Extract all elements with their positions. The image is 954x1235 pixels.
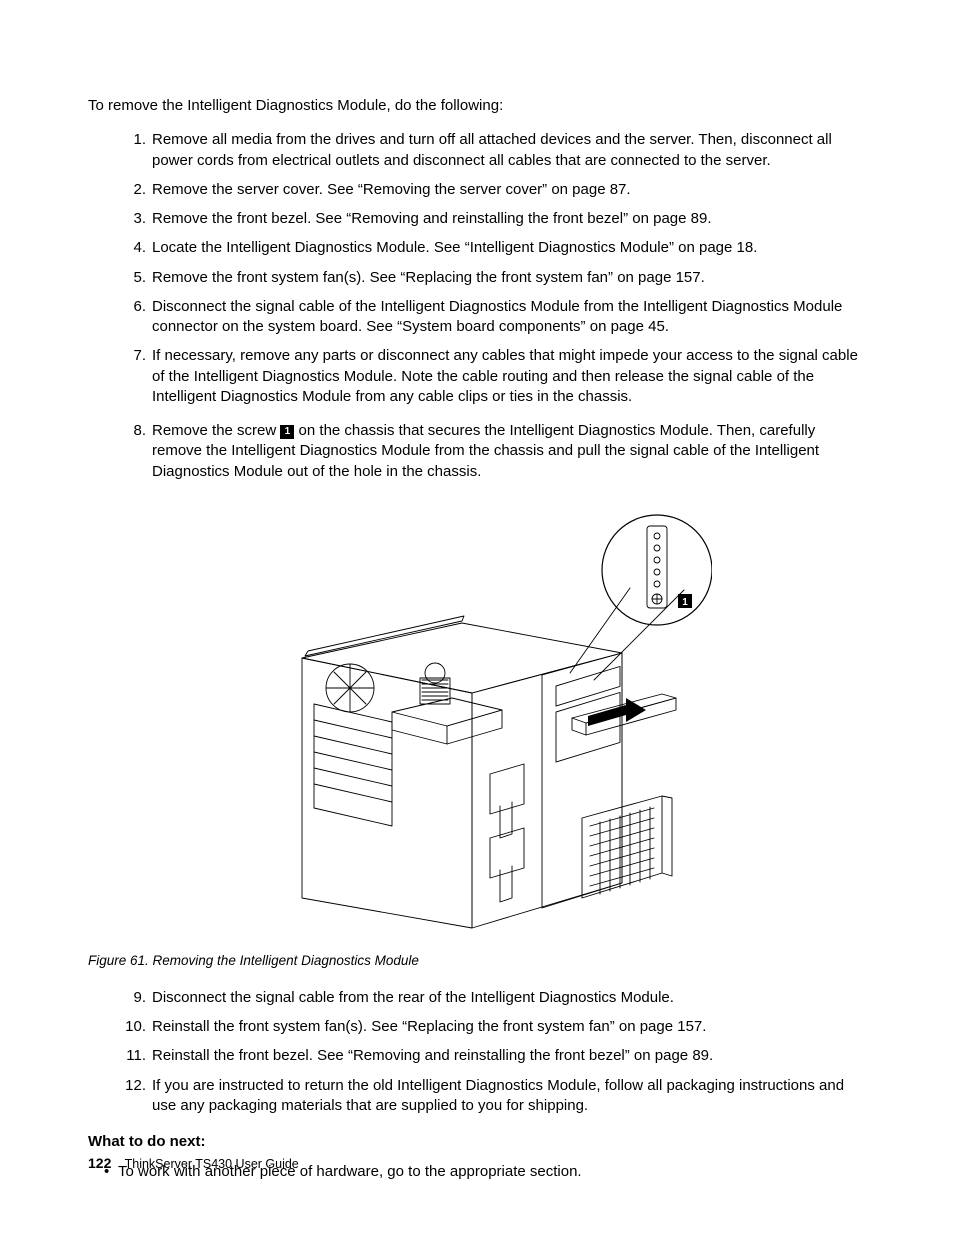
step-number: 10. — [124, 1017, 146, 1037]
step-number: 11. — [124, 1046, 146, 1066]
step-item: 5. Remove the front system fan(s). See “R… — [124, 268, 866, 288]
figure-61: 1 — [88, 508, 866, 938]
steps-list-top: 1.Remove all media from the drives and t… — [88, 130, 866, 407]
step-text: Remove the front bezel. See “Removing an… — [152, 209, 866, 229]
step-text: If you are instructed to return the old … — [152, 1076, 866, 1117]
step-text: Disconnect the signal cable of the Intel… — [152, 297, 866, 338]
step-number: 2. — [124, 180, 146, 200]
step-text: Remove the server cover. See “Removing t… — [152, 180, 866, 200]
step-text: Reinstall the front bezel. See “Removing… — [152, 1046, 866, 1066]
step-number: 6. — [124, 297, 146, 338]
step-item: 11. Reinstall the front bezel. See “Remov… — [124, 1046, 866, 1066]
page-number: 122 — [88, 1155, 111, 1171]
figure-caption: Figure 61. Removing the Intelligent Diag… — [88, 952, 866, 970]
document-page: To remove the Intelligent Diagnostics Mo… — [0, 0, 954, 1235]
step-item: 9. Disconnect the signal cable from the r… — [124, 988, 866, 1008]
step-number: 9. — [124, 988, 146, 1008]
step-text: Remove the front system fan(s). See “Rep… — [152, 268, 866, 288]
step-number: 7. — [124, 346, 146, 407]
step-item: 4. Locate the Intelligent Diagnostics Mod… — [124, 238, 866, 258]
step-text: Remove all media from the drives and tur… — [152, 130, 866, 171]
step-item: 7.If necessary, remove any parts or disc… — [124, 346, 866, 407]
step-number: 4. — [124, 238, 146, 258]
step-8: 8. Remove the screw 1 on the chassis tha… — [124, 421, 866, 482]
step-item: 1.Remove all media from the drives and t… — [124, 130, 866, 171]
step-text: Disconnect the signal cable from the rea… — [152, 988, 866, 1008]
step-text: If necessary, remove any parts or discon… — [152, 346, 866, 407]
step8-pre: Remove the screw — [152, 422, 280, 439]
step-item: 6.Disconnect the signal cable of the Int… — [124, 297, 866, 338]
step-number: 5. — [124, 268, 146, 288]
step-number: 8. — [124, 421, 146, 482]
steps-list-step8: 8. Remove the screw 1 on the chassis tha… — [88, 421, 866, 482]
page-footer: 122 ThinkServer TS430 User Guide — [88, 1154, 299, 1173]
step-text: Locate the Intelligent Diagnostics Modul… — [152, 238, 866, 258]
step-item: 10. Reinstall the front system fan(s). Se… — [124, 1017, 866, 1037]
step-item: 12. If you are instructed to return the o… — [124, 1076, 866, 1117]
step-item: 2. Remove the server cover. See “Removing… — [124, 180, 866, 200]
figure-callout-1-icon: 1 — [678, 594, 692, 608]
callout-badge-1: 1 — [280, 425, 294, 439]
step-text: Reinstall the front system fan(s). See “… — [152, 1017, 866, 1037]
steps-list-bottom: 9. Disconnect the signal cable from the r… — [88, 988, 866, 1116]
step-item: 3. Remove the front bezel. See “Removing … — [124, 209, 866, 229]
footer-title: ThinkServer TS430 User Guide — [125, 1157, 299, 1171]
figure-callout-text: 1 — [682, 597, 688, 608]
step-number: 1. — [124, 130, 146, 171]
step-text: Remove the screw 1 on the chassis that s… — [152, 421, 866, 482]
server-illustration: 1 — [242, 508, 712, 938]
what-next-heading: What to do next: — [88, 1132, 866, 1152]
intro-text: To remove the Intelligent Diagnostics Mo… — [88, 96, 866, 116]
step-number: 12. — [124, 1076, 146, 1117]
step-number: 3. — [124, 209, 146, 229]
